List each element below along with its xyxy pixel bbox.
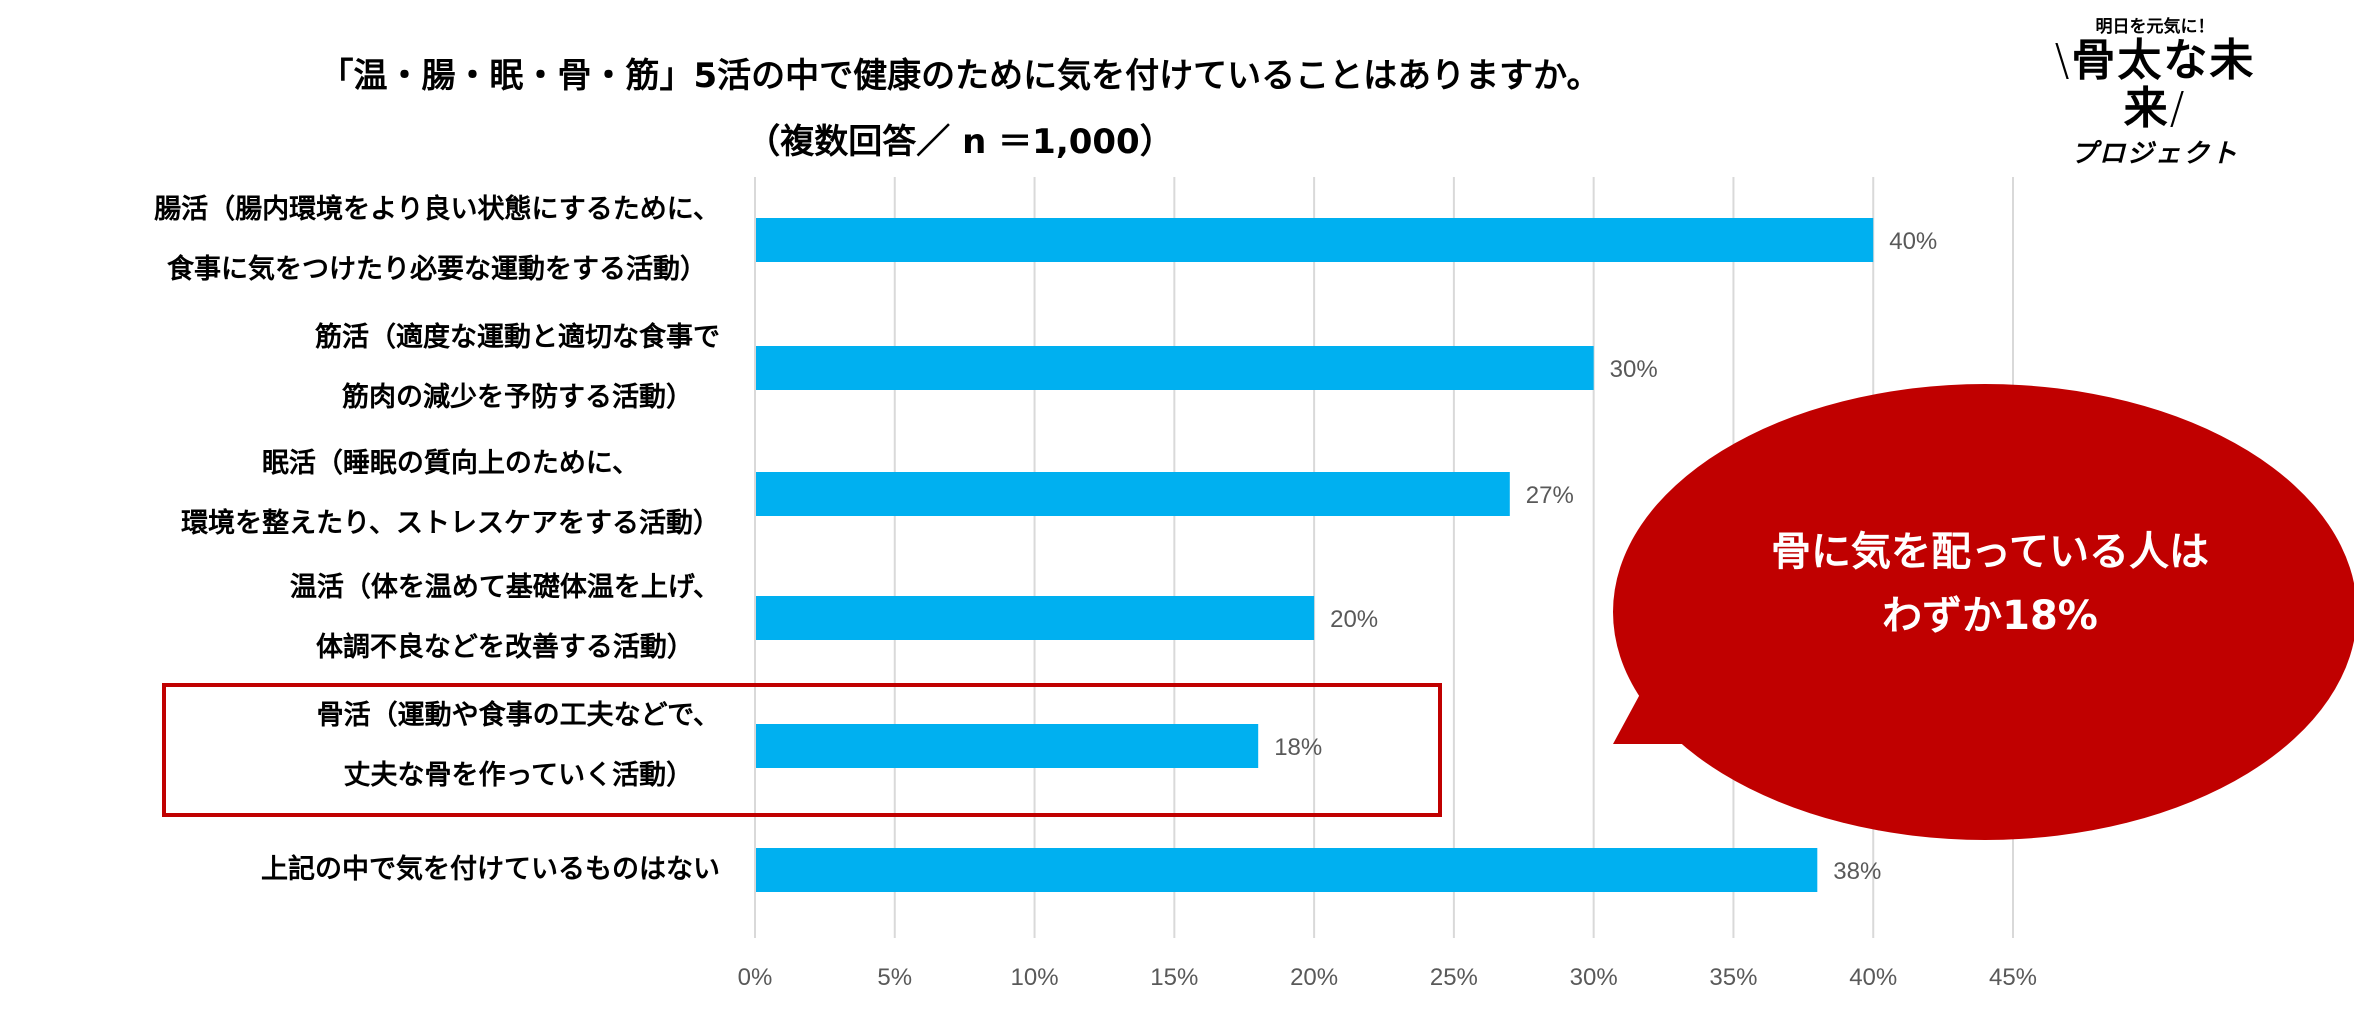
category-label-line: 上記の中で気を付けているものはない (261, 854, 720, 885)
logo-sub: プロジェクト (2070, 139, 2239, 169)
value-label: 40% (1889, 228, 1937, 255)
category-label-text: 眠活（睡眠の質向上のために、環境を整えたり、ストレスケアをする活動） (181, 434, 720, 554)
category-label: 温活（体を温めて基礎体温を上げ、 体調不良などを改善する活動） (290, 558, 720, 678)
category-label-line: 食事に気をつけたり必要な運動をする活動） (167, 254, 708, 285)
callout-line-1: 骨に気を配っている人は (1771, 529, 2209, 575)
tick-label: 0% (738, 964, 773, 991)
chart-subtitle: （複数回答／ n ＝1,000） (746, 122, 1174, 162)
category-label: 腸活（腸内環境をより良い状態にするために、 食事に気をつけたり必要な運動をする活動… (154, 180, 720, 300)
category-label: 筋活（適度な運動と適切な食事で 筋肉の減少を予防する活動） (315, 308, 720, 428)
category-label: 眠活（睡眠の質向上のために、環境を整えたり、ストレスケアをする活動） (181, 434, 720, 554)
value-label: 30% (1610, 356, 1658, 383)
category-label-line: 筋活（適度な運動と適切な食事で (315, 322, 720, 353)
bar (755, 472, 1510, 516)
tick-label: 25% (1430, 964, 1478, 991)
bar (755, 218, 1874, 262)
tick-label: 40% (1849, 964, 1897, 991)
logo-main: \骨太な未来/ (2054, 35, 2256, 134)
bar (755, 848, 1818, 892)
category-label-text: 骨活（運動や食事の工夫などで、 丈夫な骨を作っていく活動） (317, 686, 720, 806)
logo-tagline: 明日を元気に！ (2095, 17, 2215, 37)
category-label-text: 筋活（適度な運動と適切な食事で 筋肉の減少を予防する活動） (315, 308, 720, 428)
value-label: 27% (1526, 482, 1574, 509)
tick-label: 10% (1011, 964, 1059, 991)
category-label-line: 環境を整えたり、ストレスケアをする活動） (181, 508, 720, 539)
chart-title: 「温・腸・眠・骨・筋」5活の中で健康のために気を付けていることはありますか。 (319, 56, 1601, 96)
value-label: 38% (1833, 858, 1881, 885)
tick-label: 30% (1570, 964, 1618, 991)
category-label-text: 温活（体を温めて基礎体温を上げ、 体調不良などを改善する活動） (290, 558, 720, 678)
category-label-line: 眠活（睡眠の質向上のために、 (261, 448, 640, 479)
callout-text: 骨に気を配っている人は わずか18% (1640, 520, 2340, 648)
category-label-line: 温活（体を温めて基礎体温を上げ、 (289, 572, 720, 603)
tick-label: 15% (1150, 964, 1198, 991)
category-label-text: 上記の中で気を付けているものはない (261, 840, 720, 900)
tick-label: 35% (1709, 964, 1757, 991)
bar (755, 596, 1315, 640)
value-label: 20% (1330, 606, 1378, 633)
category-label: 上記の中で気を付けているものはない (261, 840, 720, 900)
category-label-text: 腸活（腸内環境をより良い状態にするために、 食事に気をつけたり必要な運動をする活動… (154, 180, 720, 300)
tick-label: 5% (877, 964, 912, 991)
tick-label: 45% (1989, 964, 2037, 991)
bar (755, 346, 1594, 390)
category-label-line: 骨活（運動や食事の工夫などで、 (316, 700, 720, 731)
category-label-line: 丈夫な骨を作っていく活動） (343, 760, 694, 791)
category-label: 骨活（運動や食事の工夫などで、 丈夫な骨を作っていく活動） (317, 686, 720, 806)
speech-bubble-shape (1613, 384, 2354, 840)
project-logo: 明日を元気に！ \骨太な未来/ プロジェクト (2030, 12, 2280, 169)
tick-label: 20% (1290, 964, 1338, 991)
category-label-line: 腸活（腸内環境をより良い状態にするために、 (154, 194, 720, 225)
highlight-box (162, 683, 1442, 817)
category-label-line: 筋肉の減少を予防する活動） (342, 382, 693, 413)
bar (755, 724, 1259, 768)
value-label: 18% (1274, 734, 1322, 761)
category-label-line: 体調不良などを改善する活動） (315, 632, 694, 663)
callout-line-2: わずか18% (1882, 593, 2098, 639)
